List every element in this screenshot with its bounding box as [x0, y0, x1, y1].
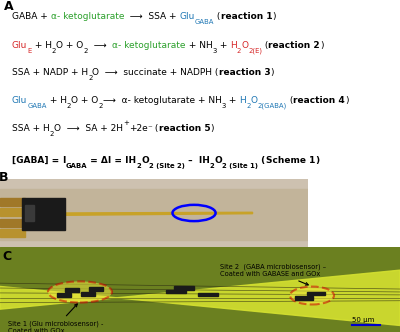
Text: +: + [217, 41, 230, 50]
Text: O + O: O + O [56, 41, 83, 50]
Text: –  IH: – IH [185, 156, 210, 165]
Text: ): ) [210, 124, 214, 133]
Text: reaction 2: reaction 2 [268, 41, 320, 50]
Bar [22, 198, 65, 230]
Bar [0, 219, 25, 227]
Text: α- ketoglutarate: α- ketoglutarate [51, 12, 124, 21]
Text: ⁻: ⁻ [148, 124, 152, 133]
Text: 3: 3 [212, 47, 217, 54]
Bar [174, 287, 194, 290]
Text: 2: 2 [237, 47, 241, 54]
Text: B: B [0, 171, 8, 184]
Text: reaction 1: reaction 1 [221, 12, 272, 21]
Bar [0, 198, 25, 206]
Ellipse shape [290, 287, 334, 304]
Text: 2: 2 [50, 131, 54, 137]
Text: 2: 2 [67, 103, 71, 109]
Text: GABA: GABA [27, 103, 47, 109]
Text: Glu: Glu [180, 12, 195, 21]
Text: O: O [241, 41, 248, 50]
Text: O  ⟶  succinate + NADPH (: O ⟶ succinate + NADPH ( [92, 68, 219, 77]
Text: +2e: +2e [129, 124, 148, 133]
Text: + NH: + NH [186, 41, 212, 50]
Text: SSA + NADP + H: SSA + NADP + H [12, 68, 88, 77]
Text: ): ) [272, 12, 276, 21]
Bar [25, 205, 34, 221]
Text: O: O [141, 156, 149, 165]
Text: GABA: GABA [195, 19, 214, 25]
Text: I: I [62, 156, 66, 165]
Bar [0, 189, 308, 240]
Text: 2 (Site 2): 2 (Site 2) [149, 163, 185, 169]
Text: + H: + H [47, 96, 67, 105]
Text: SSA + H: SSA + H [12, 124, 50, 133]
Text: reaction 5: reaction 5 [159, 124, 210, 133]
Text: Glu: Glu [12, 96, 27, 105]
Text: [GABA] =: [GABA] = [12, 156, 62, 165]
Bar [81, 291, 95, 295]
Text: reaction 3: reaction 3 [219, 68, 270, 77]
Bar [295, 296, 313, 299]
Text: 2: 2 [136, 163, 141, 169]
Text: (: ( [152, 124, 159, 133]
Polygon shape [0, 270, 400, 325]
Text: Site 2  (GABA microbiosensor) –
Coated with GABASE and GOx: Site 2 (GABA microbiosensor) – Coated wi… [220, 264, 326, 285]
Text: 50 μm: 50 μm [352, 317, 374, 323]
Text: +: + [226, 96, 239, 105]
Ellipse shape [48, 281, 112, 302]
Bar [198, 293, 218, 296]
Bar [166, 290, 186, 293]
Text: + H: + H [32, 41, 52, 50]
Text: H: H [230, 41, 237, 50]
Text: (: ( [287, 96, 293, 105]
Text: reaction 4: reaction 4 [293, 96, 345, 105]
Text: E: E [27, 47, 32, 54]
Text: ⟶: ⟶ [88, 41, 112, 50]
Text: 2: 2 [83, 47, 88, 54]
Text: ): ) [345, 96, 348, 105]
Text: A: A [4, 0, 14, 13]
Text: ): ) [270, 68, 274, 77]
Text: 2: 2 [246, 103, 250, 109]
Text: GABA: GABA [66, 163, 87, 169]
Text: O: O [214, 156, 222, 165]
Text: 2: 2 [88, 75, 92, 81]
Text: Site 1 (Glu microbiosensor) -
Coated with GOx: Site 1 (Glu microbiosensor) - Coated wit… [8, 304, 103, 332]
Bar [0, 208, 25, 216]
Text: 2: 2 [210, 163, 214, 169]
Text: ⟶  SSA +: ⟶ SSA + [124, 12, 180, 21]
Bar [57, 292, 71, 296]
Text: 2: 2 [52, 47, 56, 54]
Text: (: ( [258, 156, 266, 165]
Text: 2(E): 2(E) [248, 47, 262, 54]
Text: ): ) [320, 41, 324, 50]
Text: C: C [2, 250, 11, 263]
Text: 2: 2 [98, 103, 103, 109]
Text: O + O: O + O [71, 96, 98, 105]
Text: ): ) [315, 156, 319, 165]
Polygon shape [62, 212, 252, 215]
Bar [0, 229, 25, 237]
Bar [65, 288, 79, 291]
Text: 3: 3 [222, 103, 226, 109]
Text: 2 (Site 1): 2 (Site 1) [222, 163, 258, 169]
Text: (: ( [214, 12, 221, 21]
Bar [307, 292, 325, 295]
Text: GABA +: GABA + [12, 12, 51, 21]
Text: H: H [239, 96, 246, 105]
Text: (: ( [262, 41, 268, 50]
Text: α- ketoglutarate: α- ketoglutarate [112, 41, 186, 50]
Text: +: + [123, 121, 129, 126]
Text: Glu: Glu [12, 41, 27, 50]
Text: ⟶  α- ketoglutarate + NH: ⟶ α- ketoglutarate + NH [103, 96, 222, 105]
Bar [89, 287, 103, 291]
Text: O  ⟶  SA + 2H: O ⟶ SA + 2H [54, 124, 123, 133]
Text: = ΔI = IH: = ΔI = IH [87, 156, 136, 165]
Text: Scheme 1: Scheme 1 [266, 156, 315, 165]
Text: 2(GABA): 2(GABA) [258, 103, 287, 109]
Text: O: O [250, 96, 258, 105]
